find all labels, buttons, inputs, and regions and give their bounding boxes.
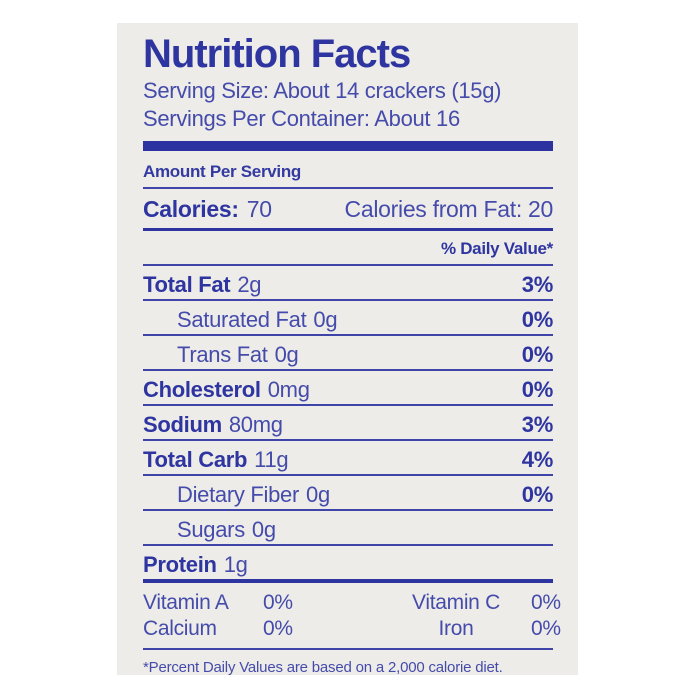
nutrient-dv: 0% xyxy=(521,482,554,507)
nutrient-dv: 0% xyxy=(521,377,554,402)
vitamins-section: Vitamin A 0% Vitamin C 0% Calcium 0% Iro… xyxy=(143,583,561,650)
serving-size: Serving Size: About 14 crackers (15g) xyxy=(143,78,502,103)
calories-row: Calories: 70 Calories from Fat: 20 xyxy=(143,189,553,231)
daily-value-header: % Daily Value* xyxy=(143,231,553,266)
calories-from-fat: Calories from Fat: 20 xyxy=(344,196,554,222)
nutrient-row-total-carb: Total Carb 11g 4% xyxy=(143,441,553,476)
vitamin-row-1: Vitamin A 0% Vitamin C 0% xyxy=(143,590,561,616)
vitamin-a-value: 0% xyxy=(263,591,293,614)
nutrient-amount: 0g xyxy=(306,482,330,507)
nutrient-amount: 80mg xyxy=(228,412,283,437)
nutrient-amount: 0g xyxy=(251,517,276,542)
nutrient-name: Sugars xyxy=(177,517,245,542)
calories-value: 70 xyxy=(246,196,272,222)
nutrient-dv: 0% xyxy=(521,307,554,332)
daily-value-footnote: *Percent Daily Values are based on a 2,0… xyxy=(143,659,503,676)
calories-label: Calories: xyxy=(143,196,239,222)
vitamin-a-label: Vitamin A xyxy=(143,591,229,614)
nutrient-dv: 4% xyxy=(521,447,554,472)
nutrient-name: Saturated Fat xyxy=(177,307,307,332)
nutrient-name: Sodium xyxy=(143,412,222,437)
nutrient-name: Trans Fat xyxy=(177,342,268,367)
vitamin-c-label: Vitamin C xyxy=(412,591,500,614)
amount-per-serving-heading: Amount Per Serving xyxy=(143,151,553,189)
nutrient-row-total-fat: Total Fat 2g 3% xyxy=(143,266,553,301)
nutrient-row-sodium: Sodium 80mg 3% xyxy=(143,406,553,441)
calories-left: Calories: 70 xyxy=(143,196,272,223)
nutrient-name: Total Fat xyxy=(143,272,231,297)
nutrient-dv: 3% xyxy=(521,412,554,437)
calcium-label: Calcium xyxy=(143,617,217,640)
nutrient-row-saturated-fat: Saturated Fat 0g 0% xyxy=(143,301,553,336)
servings-per-container: Servings Per Container: About 16 xyxy=(143,106,460,131)
nutrient-name: Cholesterol xyxy=(143,377,261,402)
nutrient-amount: 2g xyxy=(237,272,262,297)
nutrient-amount: 11g xyxy=(254,447,289,472)
calcium-value: 0% xyxy=(263,617,293,640)
nutrient-name: Protein xyxy=(143,552,217,577)
nutrient-row-dietary-fiber: Dietary Fiber 0g 0% xyxy=(143,476,553,511)
label-title: Nutrition Facts xyxy=(143,32,411,76)
iron-label: Iron xyxy=(438,617,474,640)
nutrient-amount: 0g xyxy=(313,307,338,332)
header-divider-bar xyxy=(143,141,553,151)
nutrient-dv: 3% xyxy=(521,272,554,297)
nutrient-amount: 1g xyxy=(223,552,248,577)
nutrient-dv: 0% xyxy=(521,342,554,367)
nutrient-amount: 0g xyxy=(274,342,299,367)
vitamin-row-2: Calcium 0% Iron 0% xyxy=(143,616,561,642)
nutrient-name: Total Carb xyxy=(143,447,248,472)
nutrient-name: Dietary Fiber xyxy=(177,482,300,507)
iron-value: 0% xyxy=(531,617,561,640)
nutrient-row-protein: Protein 1g xyxy=(143,546,553,583)
nutrient-row-cholesterol: Cholesterol 0mg 0% xyxy=(143,371,553,406)
vitamin-c-value: 0% xyxy=(531,591,561,614)
nutrition-facts-label: Nutrition Facts Serving Size: About 14 c… xyxy=(117,23,578,676)
nutrient-row-sugars: Sugars 0g xyxy=(143,511,553,546)
nutrient-amount: 0mg xyxy=(267,377,310,402)
nutrient-row-trans-fat: Trans Fat 0g 0% xyxy=(143,336,553,371)
